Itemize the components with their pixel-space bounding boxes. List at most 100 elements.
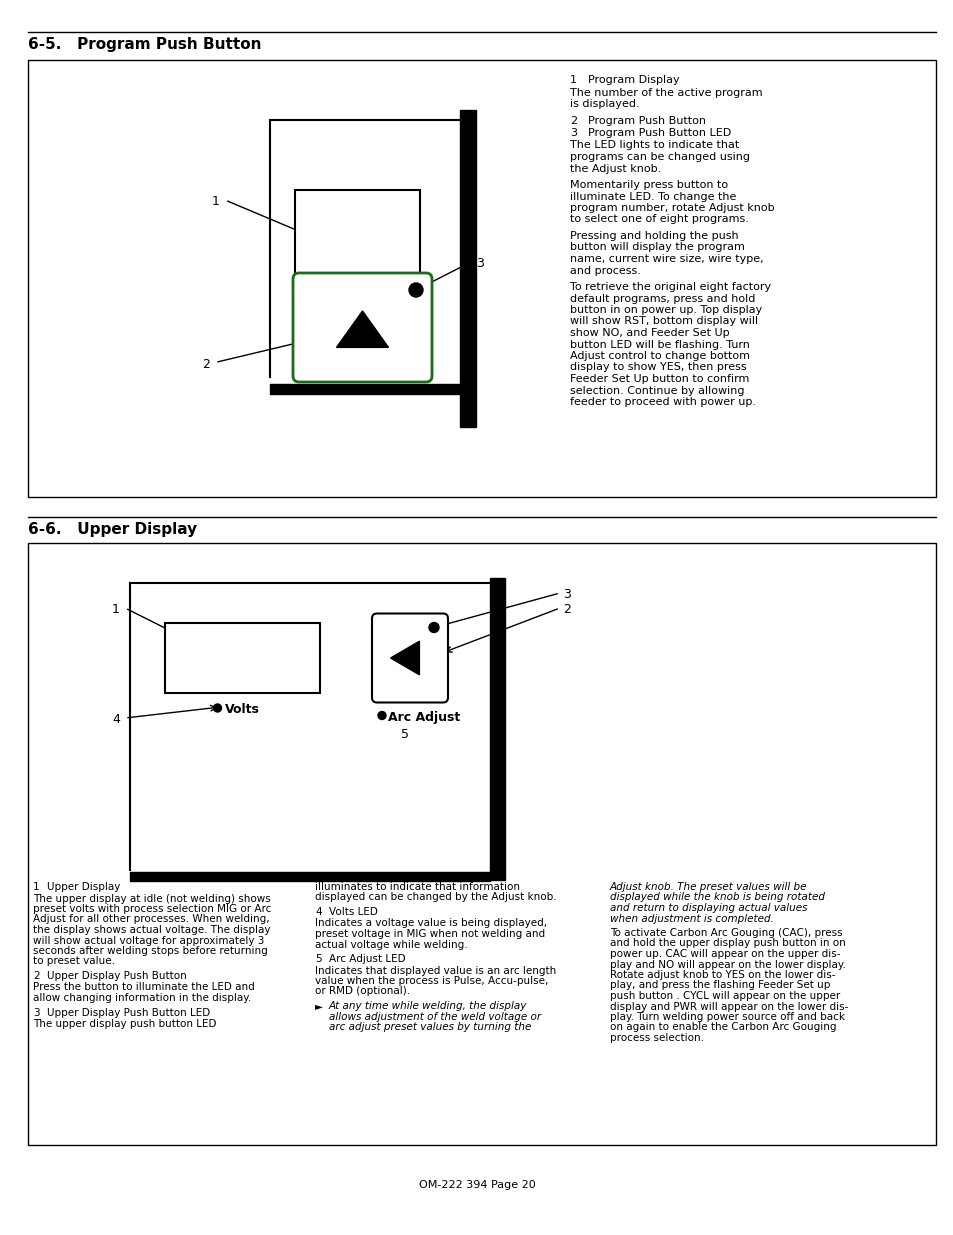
- Text: Upper Display Push Button: Upper Display Push Button: [47, 971, 187, 981]
- Bar: [28, 543, 935, 1145]
- Text: Indicates that displayed value is an arc length: Indicates that displayed value is an arc…: [314, 966, 556, 976]
- Text: power up. CAC will appear on the upper dis-: power up. CAC will appear on the upper d…: [609, 948, 840, 960]
- Text: The LED lights to indicate that: The LED lights to indicate that: [569, 141, 739, 151]
- Text: 1: 1: [212, 195, 220, 207]
- Text: Program: Program: [327, 295, 387, 308]
- Text: default programs, press and hold: default programs, press and hold: [569, 294, 755, 304]
- Text: 2: 2: [562, 603, 570, 616]
- Text: 3: 3: [476, 257, 483, 270]
- Text: 1: 1: [569, 75, 577, 85]
- Text: Pressing and holding the push: Pressing and holding the push: [569, 231, 738, 241]
- Text: to select one of eight programs.: to select one of eight programs.: [569, 215, 748, 225]
- Text: allows adjustment of the weld voltage or: allows adjustment of the weld voltage or: [329, 1011, 540, 1021]
- Text: 4: 4: [314, 906, 321, 918]
- Text: button will display the program: button will display the program: [569, 242, 744, 252]
- Text: allow changing information in the display.: allow changing information in the displa…: [33, 993, 251, 1003]
- Text: Program Display: Program Display: [587, 75, 679, 85]
- Text: To retrieve the original eight factory: To retrieve the original eight factory: [569, 282, 770, 291]
- Text: Press the button to illuminate the LED and: Press the button to illuminate the LED a…: [33, 983, 254, 993]
- Text: The upper display push button LED: The upper display push button LED: [33, 1019, 216, 1029]
- Polygon shape: [336, 311, 388, 347]
- Text: button LED will be flashing. Turn: button LED will be flashing. Turn: [569, 340, 749, 350]
- Text: Volts LED: Volts LED: [329, 906, 377, 918]
- Text: and return to displaying actual values: and return to displaying actual values: [609, 903, 806, 913]
- Text: Upper Display Push Button LED: Upper Display Push Button LED: [47, 1008, 210, 1018]
- Text: OM-222 394 Page 20: OM-222 394 Page 20: [418, 1179, 535, 1191]
- Text: illuminate LED. To change the: illuminate LED. To change the: [569, 191, 736, 201]
- Bar: [490, 578, 504, 881]
- Text: selection. Continue by allowing: selection. Continue by allowing: [569, 385, 743, 395]
- Text: 3: 3: [33, 1008, 40, 1018]
- Text: the Adjust knob.: the Adjust knob.: [569, 163, 660, 173]
- Text: Upper Display: Upper Display: [47, 882, 120, 892]
- Text: 2: 2: [569, 116, 577, 126]
- Text: Indicates a voltage value is being displayed,: Indicates a voltage value is being displ…: [314, 919, 547, 929]
- Text: arc adjust preset values by turning the: arc adjust preset values by turning the: [329, 1023, 531, 1032]
- FancyBboxPatch shape: [372, 614, 448, 703]
- Text: Adjust control to change bottom: Adjust control to change bottom: [569, 351, 749, 361]
- Text: feeder to proceed with power up.: feeder to proceed with power up.: [569, 396, 755, 408]
- Text: Arc Adjust LED: Arc Adjust LED: [329, 953, 405, 965]
- Text: and process.: and process.: [569, 266, 640, 275]
- Text: display and PWR will appear on the lower dis-: display and PWR will appear on the lower…: [609, 1002, 847, 1011]
- Text: or RMD (optional).: or RMD (optional).: [314, 987, 410, 997]
- Text: push button . CYCL will appear on the upper: push button . CYCL will appear on the up…: [609, 990, 840, 1002]
- Text: 1: 1: [112, 603, 120, 616]
- Text: displayed while the knob is being rotated: displayed while the knob is being rotate…: [609, 893, 824, 903]
- Bar: [459, 110, 476, 427]
- Text: will show RST, bottom display will: will show RST, bottom display will: [569, 316, 758, 326]
- Text: preset volts with process selection MIG or Arc: preset volts with process selection MIG …: [33, 904, 271, 914]
- Text: Adjust for all other processes. When welding,: Adjust for all other processes. When wel…: [33, 914, 270, 925]
- Text: and hold the upper display push button in on: and hold the upper display push button i…: [609, 939, 845, 948]
- FancyBboxPatch shape: [293, 273, 432, 382]
- Circle shape: [213, 704, 221, 713]
- Text: show NO, and Feeder Set Up: show NO, and Feeder Set Up: [569, 329, 729, 338]
- Text: Program Push Button LED: Program Push Button LED: [587, 128, 731, 138]
- Bar: [294, 190, 419, 290]
- Text: actual voltage while welding.: actual voltage while welding.: [314, 940, 467, 950]
- Text: illuminates to indicate that information: illuminates to indicate that information: [314, 882, 519, 892]
- Bar: [130, 872, 490, 881]
- Text: play, and press the flashing Feeder Set up: play, and press the flashing Feeder Set …: [609, 981, 829, 990]
- Text: the display shows actual voltage. The display: the display shows actual voltage. The di…: [33, 925, 271, 935]
- Text: name, current wire size, wire type,: name, current wire size, wire type,: [569, 254, 762, 264]
- Text: Program Push Button: Program Push Button: [587, 116, 705, 126]
- Text: value when the process is Pulse, Accu-pulse,: value when the process is Pulse, Accu-pu…: [314, 976, 548, 986]
- Text: seconds after welding stops before returning: seconds after welding stops before retur…: [33, 946, 268, 956]
- Text: programs can be changed using: programs can be changed using: [569, 152, 749, 162]
- Text: process selection.: process selection.: [609, 1032, 703, 1044]
- Text: 3: 3: [562, 588, 570, 601]
- Text: 5: 5: [314, 953, 321, 965]
- Text: At any time while welding, the display: At any time while welding, the display: [329, 1002, 527, 1011]
- Text: preset voltage in MIG when not welding and: preset voltage in MIG when not welding a…: [314, 929, 544, 939]
- Bar: [28, 61, 935, 496]
- Text: to preset value.: to preset value.: [33, 956, 115, 967]
- Text: on again to enable the Carbon Arc Gouging: on again to enable the Carbon Arc Gougin…: [609, 1023, 836, 1032]
- Text: The number of the active program: The number of the active program: [569, 88, 761, 98]
- Circle shape: [409, 283, 422, 296]
- Circle shape: [377, 711, 386, 720]
- Text: 2: 2: [202, 357, 210, 370]
- Text: Arc Adjust: Arc Adjust: [388, 710, 459, 724]
- Text: Adjust knob. The preset values will be: Adjust knob. The preset values will be: [609, 882, 806, 892]
- Text: Rotate adjust knob to YES on the lower dis-: Rotate adjust knob to YES on the lower d…: [609, 969, 835, 981]
- Text: is displayed.: is displayed.: [569, 99, 639, 109]
- Text: display to show YES, then press: display to show YES, then press: [569, 363, 746, 373]
- Text: ►: ►: [314, 1002, 323, 1011]
- Text: when adjustment is completed.: when adjustment is completed.: [609, 914, 773, 924]
- Text: will show actual voltage for approximately 3: will show actual voltage for approximate…: [33, 935, 264, 946]
- Circle shape: [429, 622, 438, 632]
- Text: To activate Carbon Arc Gouging (CAC), press: To activate Carbon Arc Gouging (CAC), pr…: [609, 927, 841, 939]
- Text: 6-5.   Program Push Button: 6-5. Program Push Button: [28, 37, 261, 52]
- Bar: [165, 622, 319, 693]
- Text: 1: 1: [33, 882, 40, 892]
- Bar: [270, 384, 459, 394]
- Text: 2: 2: [33, 971, 40, 981]
- Polygon shape: [390, 641, 419, 674]
- Text: play and NO will appear on the lower display.: play and NO will appear on the lower dis…: [609, 960, 845, 969]
- Text: play. Turn welding power source off and back: play. Turn welding power source off and …: [609, 1011, 844, 1023]
- Text: 5: 5: [400, 729, 409, 741]
- Text: program number, rotate Adjust knob: program number, rotate Adjust knob: [569, 203, 774, 212]
- Text: Momentarily press button to: Momentarily press button to: [569, 180, 727, 190]
- Text: 3: 3: [569, 128, 577, 138]
